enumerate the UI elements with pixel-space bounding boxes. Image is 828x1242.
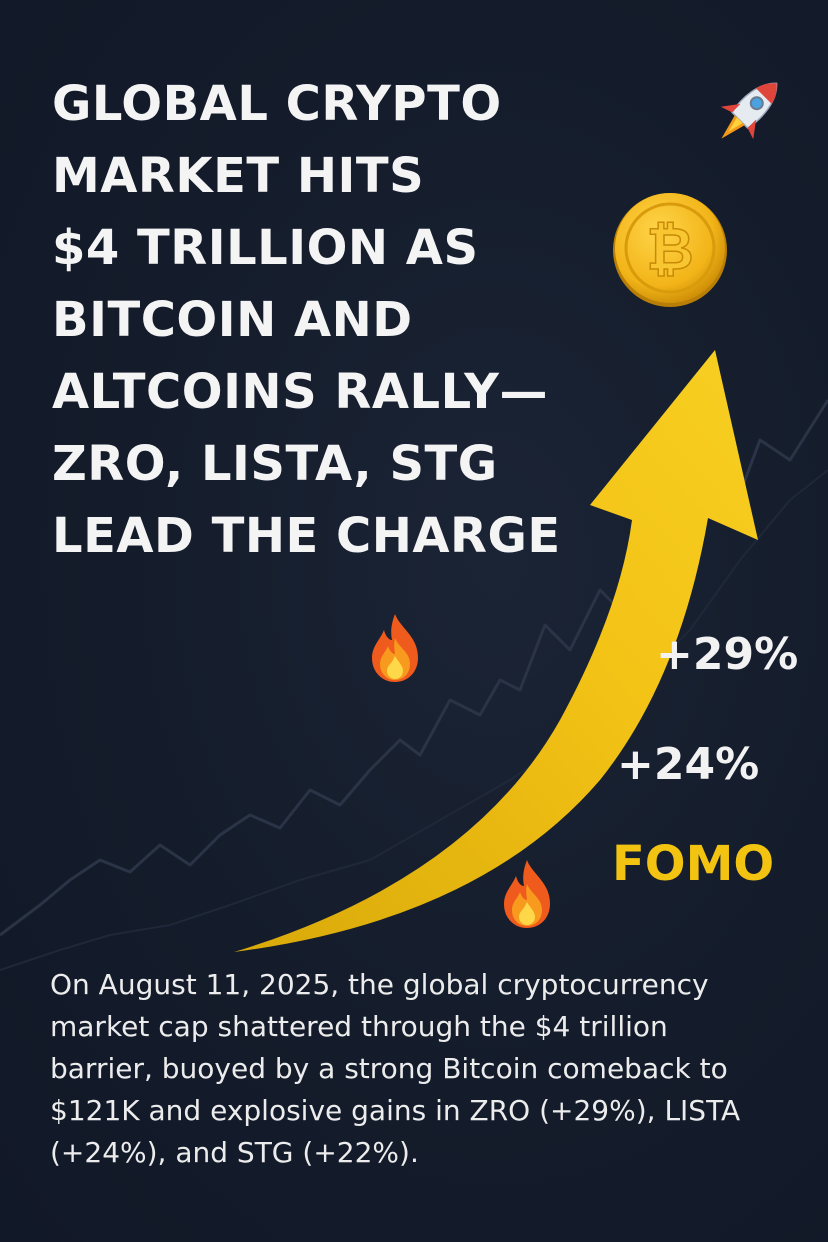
summary-line: (+24%), and STG (+22%). xyxy=(50,1136,419,1169)
bitcoin-symbol: ₿ xyxy=(646,215,693,283)
headline-line: ZRO, LISTA, STG xyxy=(52,436,498,492)
fire-icon xyxy=(372,614,418,682)
headline-line: LEAD THE CHARGE xyxy=(52,508,561,564)
fire-icon xyxy=(504,860,550,928)
rocket-icon xyxy=(720,82,778,140)
article-summary: On August 11, 2025, the global cryptocur… xyxy=(50,964,780,1174)
summary-line: market cap shattered through the $4 tril… xyxy=(50,1010,668,1043)
headline-line: BITCOIN AND xyxy=(52,292,413,348)
gain-stat-lista: +24% xyxy=(617,739,760,790)
headline-line: MARKET HITS xyxy=(52,148,425,204)
summary-line: On August 11, 2025, the global cryptocur… xyxy=(50,968,709,1001)
headline-line: $4 TRILLION AS xyxy=(52,220,479,276)
headline-line: ALTCOINS RALLY— xyxy=(52,364,548,420)
headline-line: GLOBAL CRYPTO xyxy=(52,76,502,132)
gain-stat-zro: +29% xyxy=(656,629,799,680)
summary-line: $121K and explosive gains in ZRO (+29%),… xyxy=(50,1094,741,1127)
fomo-label: FOMO xyxy=(612,836,775,892)
headline: GLOBAL CRYPTO MARKET HITS $4 TRILLION AS… xyxy=(52,68,612,572)
summary-line: barrier, buoyed by a strong Bitcoin come… xyxy=(50,1052,728,1085)
bitcoin-coin-icon: ₿ xyxy=(613,193,727,307)
